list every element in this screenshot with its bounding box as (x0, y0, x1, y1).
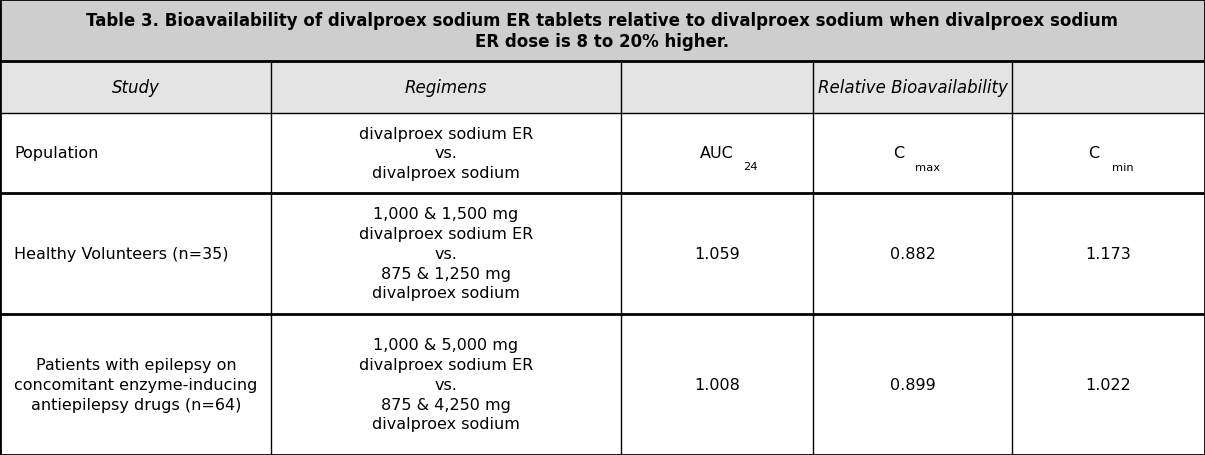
Text: Table 3. Bioavailability of divalproex sodium ER tablets relative to divalproex : Table 3. Bioavailability of divalproex s… (87, 12, 1118, 30)
Text: Healthy Volunteers (n=35): Healthy Volunteers (n=35) (14, 246, 229, 261)
Text: 1.173: 1.173 (1086, 246, 1131, 261)
Text: Study: Study (112, 79, 159, 96)
Text: 1.008: 1.008 (694, 377, 740, 392)
Text: divalproex sodium ER
vs.
divalproex sodium: divalproex sodium ER vs. divalproex sodi… (359, 126, 533, 181)
Text: 1,000 & 1,500 mg
divalproex sodium ER
vs.
875 & 1,250 mg
divalproex sodium: 1,000 & 1,500 mg divalproex sodium ER vs… (359, 207, 533, 301)
Text: 24: 24 (743, 162, 758, 171)
Text: C: C (893, 146, 904, 161)
Text: min: min (1112, 162, 1134, 172)
Text: ER dose is 8 to 20% higher.: ER dose is 8 to 20% higher. (476, 33, 729, 51)
Bar (0, 61, 1205, 114)
Bar (0, 193, 1205, 314)
Text: Patients with epilepsy on
concomitant enzyme-inducing
antiepilepsy drugs (n=64): Patients with epilepsy on concomitant en… (14, 357, 258, 412)
Text: 1,000 & 5,000 mg
divalproex sodium ER
vs.
875 & 4,250 mg
divalproex sodium: 1,000 & 5,000 mg divalproex sodium ER vs… (359, 338, 533, 431)
Text: Relative Bioavailability: Relative Bioavailability (818, 79, 1007, 96)
Text: Population: Population (14, 146, 99, 161)
Text: 1.059: 1.059 (694, 246, 740, 261)
Text: max: max (915, 162, 940, 172)
Text: 1.022: 1.022 (1086, 377, 1131, 392)
Text: 0.882: 0.882 (889, 246, 936, 261)
Bar (0, 114, 1205, 193)
Text: 0.899: 0.899 (890, 377, 935, 392)
Text: AUC: AUC (700, 146, 734, 161)
Bar (0, 314, 1205, 455)
Bar (0, 0, 1205, 61)
Text: Regimens: Regimens (405, 79, 487, 96)
Text: C: C (1088, 146, 1100, 161)
